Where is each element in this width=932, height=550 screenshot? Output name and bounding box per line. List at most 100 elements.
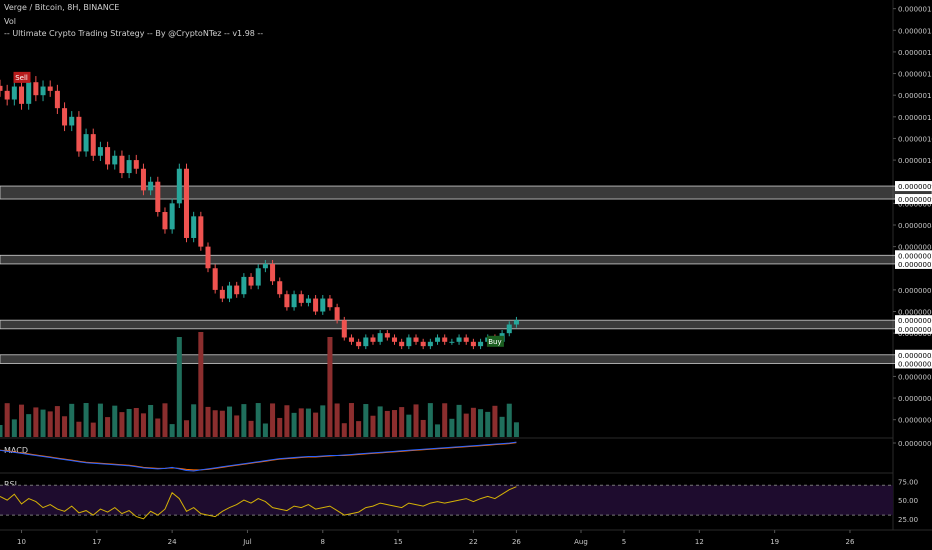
sell-signal-badge: Sell bbox=[13, 71, 31, 83]
candle-body bbox=[356, 341, 362, 347]
volume-bar bbox=[26, 414, 32, 437]
candle-body bbox=[341, 320, 347, 338]
rsi-band bbox=[0, 485, 893, 516]
candle-body bbox=[334, 307, 340, 321]
price-tick-label: 0.00000070 bbox=[898, 287, 932, 295]
candle-body bbox=[291, 294, 297, 308]
candle-body bbox=[327, 298, 333, 308]
price-tick-label: 0.00000135 bbox=[898, 6, 932, 14]
volume-bar bbox=[76, 421, 82, 437]
price-tick-label: 0.00000120 bbox=[898, 71, 932, 79]
volume-bar bbox=[140, 413, 146, 437]
candle-body bbox=[219, 289, 225, 299]
volume-bar bbox=[320, 405, 326, 437]
volume-bar bbox=[169, 424, 175, 437]
rsi-tick-label: 75.00 bbox=[898, 478, 918, 486]
candle-body bbox=[205, 246, 211, 269]
volume-bar bbox=[298, 408, 304, 437]
date-tick-label: 19 bbox=[770, 538, 779, 546]
zone-axis-label: 0.00000076 bbox=[898, 261, 932, 269]
candle-body bbox=[241, 276, 247, 295]
candle-body bbox=[391, 337, 398, 342]
volume-bar bbox=[90, 422, 96, 437]
price-tick-label: 0.00000040 bbox=[898, 417, 932, 425]
volume-bar bbox=[377, 406, 383, 437]
candle-body bbox=[420, 341, 426, 347]
price-tick-label: 0.00000045 bbox=[898, 395, 932, 403]
candle-body bbox=[33, 82, 39, 96]
candle-body bbox=[313, 298, 319, 312]
macd-line bbox=[0, 441, 517, 472]
date-tick-label: Aug bbox=[574, 538, 588, 546]
volume-bar bbox=[427, 403, 433, 437]
volume-bar bbox=[162, 403, 168, 437]
candle-body bbox=[191, 216, 197, 238]
date-tick-label: 12 bbox=[695, 538, 704, 546]
date-tick-label: 17 bbox=[92, 538, 101, 546]
zone-axis-label: 0.00000091 bbox=[898, 196, 932, 204]
volume-bar bbox=[212, 410, 218, 437]
candle-body bbox=[363, 337, 369, 347]
candle-body bbox=[255, 268, 261, 286]
volume-bar bbox=[83, 403, 89, 437]
candle-body bbox=[176, 168, 182, 204]
volume-bar bbox=[513, 422, 519, 437]
date-tick-label: 22 bbox=[469, 538, 478, 546]
volume-bar bbox=[33, 407, 39, 437]
volume-bar bbox=[449, 418, 455, 437]
buy-badge-label: Buy bbox=[488, 338, 501, 346]
candle-body bbox=[83, 134, 89, 152]
candle-body bbox=[112, 155, 118, 165]
volume-bar bbox=[313, 412, 319, 437]
candle-body bbox=[248, 276, 254, 286]
volume-bar bbox=[341, 423, 347, 437]
volume-bar bbox=[227, 406, 233, 437]
volume-bar bbox=[485, 411, 491, 437]
candle-body bbox=[119, 155, 125, 174]
volume-bar bbox=[478, 409, 484, 437]
candle-body bbox=[270, 263, 276, 282]
candle-body bbox=[413, 337, 419, 342]
candle-body bbox=[449, 341, 455, 343]
volume-bar bbox=[198, 332, 204, 437]
candle-body bbox=[198, 216, 204, 247]
zone-axis-box bbox=[895, 181, 932, 192]
date-tick-label: 5 bbox=[622, 538, 626, 546]
sell-badge-label: Sell bbox=[15, 74, 28, 82]
candle-body bbox=[155, 181, 161, 213]
volume-bar bbox=[255, 403, 261, 437]
volume-bar bbox=[234, 415, 240, 437]
rsi-tick-label: 25.00 bbox=[898, 516, 918, 524]
rsi-line bbox=[0, 486, 517, 520]
volume-bar bbox=[54, 406, 60, 437]
candle-body bbox=[284, 294, 290, 308]
volume-bar bbox=[305, 408, 311, 437]
zone-axis-label: 0.00000063 bbox=[898, 317, 932, 325]
zone-axis-label: 0.00000094 bbox=[898, 183, 932, 191]
candle-body bbox=[140, 168, 146, 191]
price-tick-label: 0.00000100 bbox=[898, 157, 932, 165]
price-tick-label: 0.00000060 bbox=[898, 330, 932, 338]
candle-body bbox=[478, 341, 484, 347]
candle-body bbox=[148, 181, 154, 191]
date-tick-label: 26 bbox=[512, 538, 521, 546]
volume-bar bbox=[176, 337, 182, 437]
volume-bar bbox=[126, 408, 132, 437]
volume-bar bbox=[112, 405, 118, 437]
candle-body bbox=[262, 263, 268, 269]
candle-body bbox=[47, 86, 53, 91]
volume-bar bbox=[506, 403, 512, 437]
volume-bar bbox=[435, 424, 441, 437]
volume-bar bbox=[148, 404, 154, 437]
volume-bar bbox=[62, 416, 68, 437]
price-tick-label: 0.00000080 bbox=[898, 244, 932, 252]
volume-bar bbox=[463, 413, 469, 437]
candle-body bbox=[11, 86, 17, 100]
candle-body bbox=[133, 160, 139, 169]
candle-body bbox=[384, 333, 390, 338]
candle-body bbox=[169, 203, 175, 230]
candle-body bbox=[427, 341, 433, 347]
date-tick-label: 24 bbox=[168, 538, 177, 546]
